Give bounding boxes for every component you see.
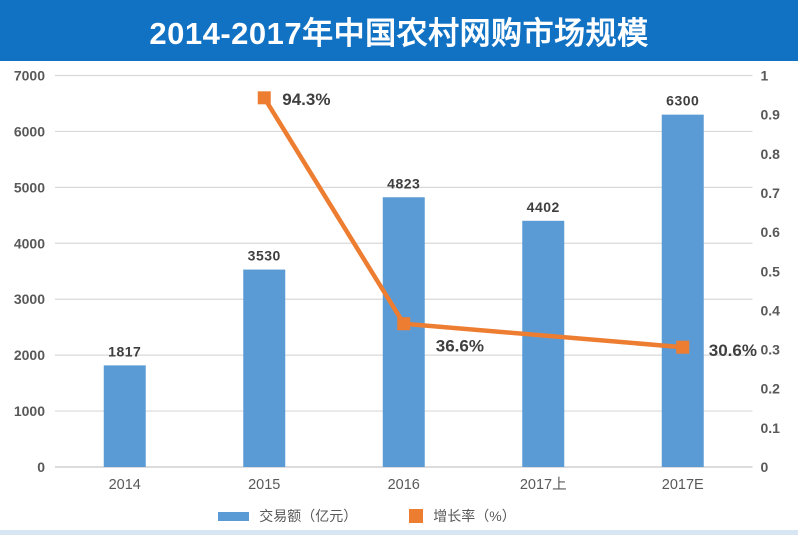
x-axis-label-2014: 2014	[109, 477, 141, 493]
y-axis-right-label-0.9: 0.9	[761, 107, 781, 123]
bar-2014	[103, 365, 146, 467]
bar-2016	[382, 197, 425, 467]
line-marker-2017E	[676, 340, 690, 354]
y-axis-left-label-1000: 1000	[14, 403, 45, 419]
y-axis-right-label-0.1: 0.1	[761, 420, 781, 436]
y-axis-right-label-0.5: 0.5	[761, 263, 781, 279]
y-axis-right-label-0.7: 0.7	[761, 185, 781, 201]
y-axis-left-label-4000: 4000	[14, 235, 45, 251]
line-marker-2016	[397, 317, 411, 331]
y-axis-right-label-0.4: 0.4	[761, 302, 781, 318]
legend-bar-swatch-icon	[218, 511, 250, 521]
y-axis-right-label-0.6: 0.6	[761, 224, 781, 240]
bar-2017E	[661, 114, 704, 468]
chart-title-banner: 2014-2017年中国农村网购市场规模	[0, 0, 798, 61]
y-axis-right-label-0: 0	[761, 459, 769, 475]
y-axis-left-label-3000: 3000	[14, 291, 45, 307]
y-axis-left-label-2000: 2000	[14, 347, 45, 363]
y-axis-left-label-0: 0	[37, 459, 45, 475]
bar-value-label-2017上: 4402	[527, 199, 560, 215]
y-axis-right-label-0.2: 0.2	[761, 381, 781, 397]
x-axis-label-2015: 2015	[248, 477, 280, 493]
line-value-label-2015: 94.3%	[282, 90, 330, 109]
bar-value-label-2017E: 6300	[666, 93, 699, 109]
chart-title: 2014-2017年中国农村网购市场规模	[149, 16, 649, 51]
bottom-divider-strip	[0, 530, 798, 535]
y-axis-left-label-6000: 6000	[14, 123, 45, 139]
chart-legend: 交易额（亿元） 增长率（%）	[0, 506, 766, 526]
legend-label-transactions: 交易额（亿元）	[259, 508, 358, 524]
legend-item-transactions: 交易额（亿元）	[218, 506, 357, 526]
bar-value-label-2015: 3530	[248, 248, 281, 264]
legend-label-growth-rate: 增长率（%）	[433, 508, 516, 524]
x-axis-label-2017上: 2017上	[520, 476, 567, 493]
line-value-label-2017E: 30.6%	[709, 341, 757, 360]
legend-square-swatch-icon	[409, 509, 424, 523]
x-axis-label-2016: 2016	[388, 477, 420, 493]
y-axis-right-label-1: 1	[761, 68, 769, 84]
line-marker-2015	[257, 91, 271, 105]
line-value-label-2016: 36.6%	[436, 337, 484, 356]
growth-rate-line	[262, 96, 683, 350]
y-axis-left-label-7000: 7000	[14, 68, 45, 84]
bar-2015	[243, 269, 286, 467]
bar-value-label-2014: 1817	[108, 343, 141, 359]
x-axis-label-2017E: 2017E	[662, 477, 704, 493]
bar-2017上	[522, 220, 565, 467]
y-axis-left-label-5000: 5000	[14, 179, 45, 195]
legend-item-growth-rate: 增长率（%）	[409, 506, 516, 526]
bar-value-label-2016: 4823	[387, 175, 420, 191]
y-axis-right-label-0.3: 0.3	[761, 342, 781, 358]
y-axis-right-label-0.8: 0.8	[761, 146, 781, 162]
